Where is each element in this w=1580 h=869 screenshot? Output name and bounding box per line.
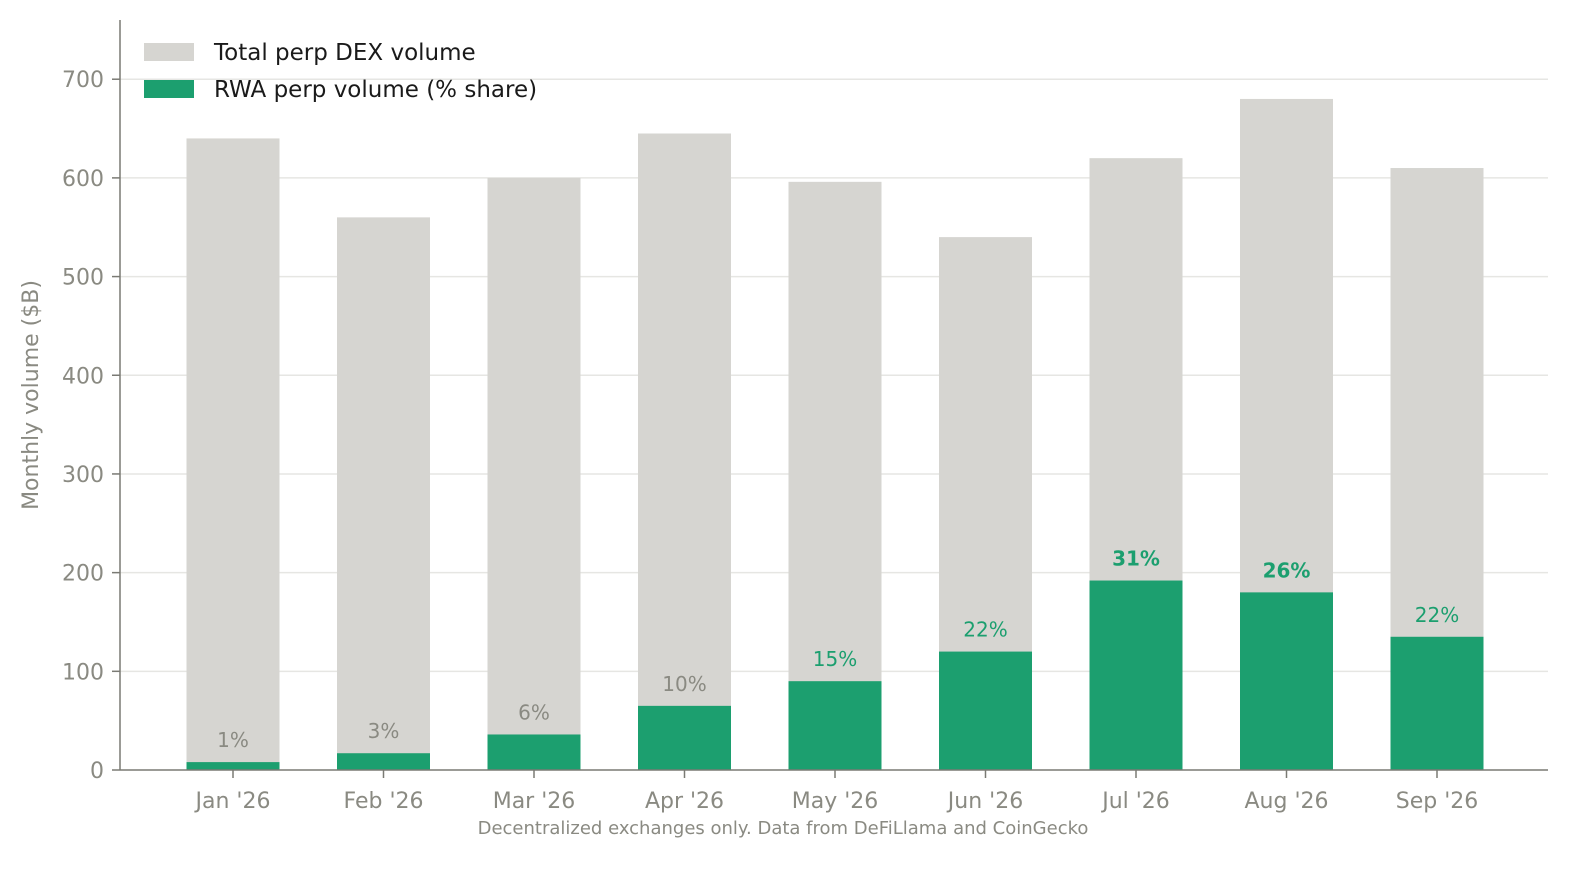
x-tick-label: Sep '26	[1396, 789, 1479, 814]
chart-footnote: Decentralized exchanges only. Data from …	[478, 818, 1089, 839]
share-label: 26%	[1263, 558, 1311, 582]
legend-swatch	[144, 43, 194, 61]
bars	[186, 98, 1484, 771]
bar-total-volume	[788, 181, 882, 770]
bar-rwa-volume	[638, 705, 731, 770]
share-label: 6%	[518, 700, 550, 724]
bar-share-labels: 1% 3% 6% 10% 15% 22% 31% 26% 22%	[217, 547, 1459, 753]
bar-rwa-volume	[337, 753, 430, 770]
bar-rwa-volume	[186, 762, 280, 770]
y-tick-label: 700	[62, 68, 104, 93]
bar-total-volume	[186, 138, 280, 771]
share-label: 3%	[368, 719, 400, 743]
share-label: 31%	[1112, 547, 1160, 571]
legend: Total perp DEX volume RWA perp volume (% …	[144, 40, 537, 103]
bar-total-volume	[337, 217, 430, 771]
x-tick-label: May '26	[792, 789, 879, 814]
x-tick-label: Apr '26	[645, 789, 724, 814]
y-tick-label: 0	[90, 759, 104, 784]
bar-rwa-volume	[1390, 636, 1484, 770]
legend-swatch	[144, 80, 194, 98]
y-tick-label: 400	[62, 364, 104, 389]
bar-rwa-volume	[788, 681, 882, 770]
y-tick-label: 100	[62, 660, 104, 685]
y-axis-title: Monthly volume ($B)	[19, 280, 44, 510]
legend-label: Total perp DEX volume	[213, 40, 476, 66]
x-tick-label: Aug '26	[1245, 789, 1329, 814]
share-label: 22%	[963, 618, 1007, 642]
bar-rwa-volume	[1240, 592, 1333, 770]
share-label: 1%	[217, 728, 249, 752]
y-tick-label: 600	[62, 167, 104, 192]
share-label: 15%	[813, 647, 857, 671]
bar-rwa-volume	[1089, 580, 1183, 770]
y-tick-label: 500	[62, 266, 104, 291]
x-tick-label: Jul '26	[1100, 789, 1170, 814]
axes: 0 100 200 300 400 500 600 700 Jan '26 Feb '26 Mar …	[62, 20, 1548, 814]
x-tick-label: Mar '26	[493, 789, 576, 814]
bar-total-volume	[638, 133, 731, 771]
y-tick-label: 200	[62, 562, 104, 587]
bar-total-volume	[487, 177, 581, 771]
x-tick-label: Jun '26	[946, 789, 1023, 814]
x-tick-label: Jan '26	[194, 789, 271, 814]
bar-rwa-volume	[487, 734, 581, 770]
legend-label: RWA perp volume (% share)	[214, 77, 537, 103]
bar-rwa-volume	[939, 651, 1032, 770]
share-label: 10%	[662, 672, 706, 696]
y-tick-label: 300	[62, 463, 104, 488]
share-label: 22%	[1415, 603, 1459, 627]
x-tick-label: Feb '26	[344, 789, 424, 814]
